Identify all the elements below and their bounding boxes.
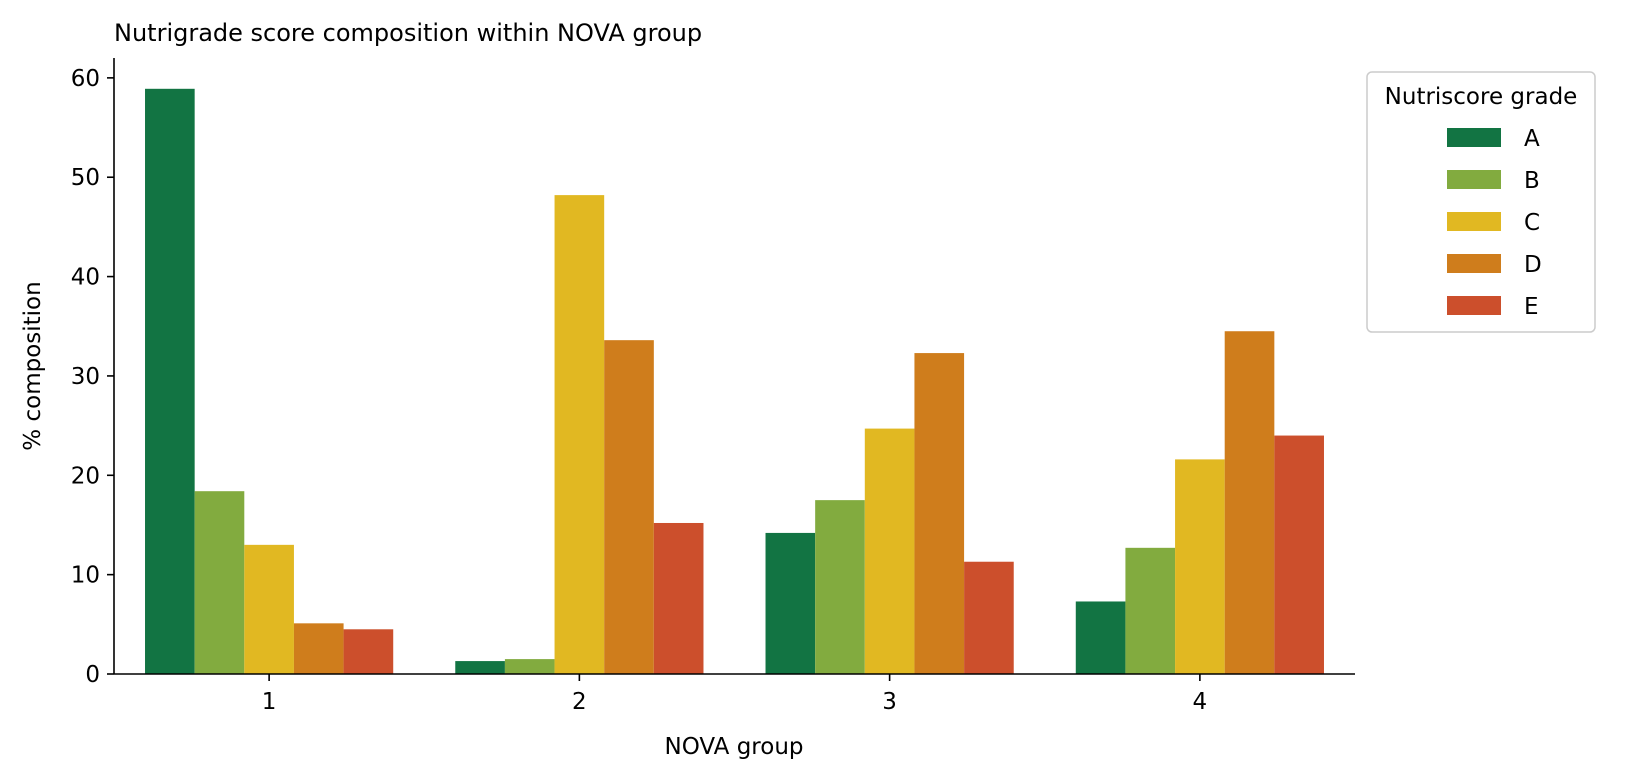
x-axis-label: NOVA group <box>664 734 803 760</box>
bar-C-group-1 <box>244 544 294 674</box>
legend-swatch-E <box>1447 296 1501 315</box>
bar-A-group-3 <box>765 532 816 674</box>
y-tick-label: 40 <box>71 265 100 291</box>
legend-frame <box>1366 71 1596 333</box>
legend-label-D: D <box>1524 252 1542 278</box>
x-tick-label: 1 <box>262 689 277 715</box>
legend-swatch-B <box>1447 170 1501 189</box>
bar-C-group-4 <box>1175 459 1225 674</box>
y-tick-label: 10 <box>71 563 100 589</box>
legend-label-C: C <box>1524 210 1540 236</box>
bar-B-group-3 <box>815 500 865 674</box>
bar-E-group-2 <box>653 522 704 674</box>
bar-B-group-1 <box>194 491 245 674</box>
y-axis: 0 10 20 30 40 50 60 <box>71 58 115 688</box>
y-tick-label: 20 <box>71 463 100 489</box>
bar-E-group-1 <box>343 629 394 674</box>
y-tick-label: 60 <box>71 66 100 92</box>
legend-title: Nutriscore grade <box>1385 84 1578 110</box>
x-tick-label: 3 <box>882 689 897 715</box>
bar-A-group-4 <box>1075 601 1126 674</box>
bar-A-group-1 <box>145 88 195 675</box>
bar-B-group-2 <box>504 659 555 674</box>
bar-D-group-1 <box>293 623 344 674</box>
bar-D-group-3 <box>914 353 965 674</box>
bar-A-group-2 <box>455 661 505 674</box>
y-tick-label: 0 <box>85 662 100 688</box>
x-tick-label: 4 <box>1193 689 1208 715</box>
y-tick-label: 50 <box>71 165 100 191</box>
legend-label-A: A <box>1524 126 1540 152</box>
bar-C-group-2 <box>554 195 605 675</box>
legend-swatch-A <box>1447 128 1501 147</box>
bar-E-group-3 <box>964 561 1014 674</box>
bar-D-group-4 <box>1224 331 1275 674</box>
bar-D-group-2 <box>604 340 654 674</box>
y-axis-label: % composition <box>20 281 46 450</box>
legend-swatch-C <box>1447 212 1501 231</box>
legend-swatch-D <box>1447 254 1501 273</box>
bar-C-group-3 <box>864 428 915 674</box>
legend-label-B: B <box>1524 168 1540 194</box>
bar-B-group-4 <box>1125 547 1176 674</box>
bars-group <box>145 88 1324 675</box>
legend-label-E: E <box>1524 294 1539 320</box>
chart-title: Nutrigrade score composition within NOVA… <box>114 19 702 47</box>
x-axis: 1 2 3 4 <box>114 673 1355 715</box>
bar-E-group-4 <box>1274 435 1324 674</box>
y-tick-label: 30 <box>71 364 100 390</box>
x-tick-label: 2 <box>572 689 587 715</box>
